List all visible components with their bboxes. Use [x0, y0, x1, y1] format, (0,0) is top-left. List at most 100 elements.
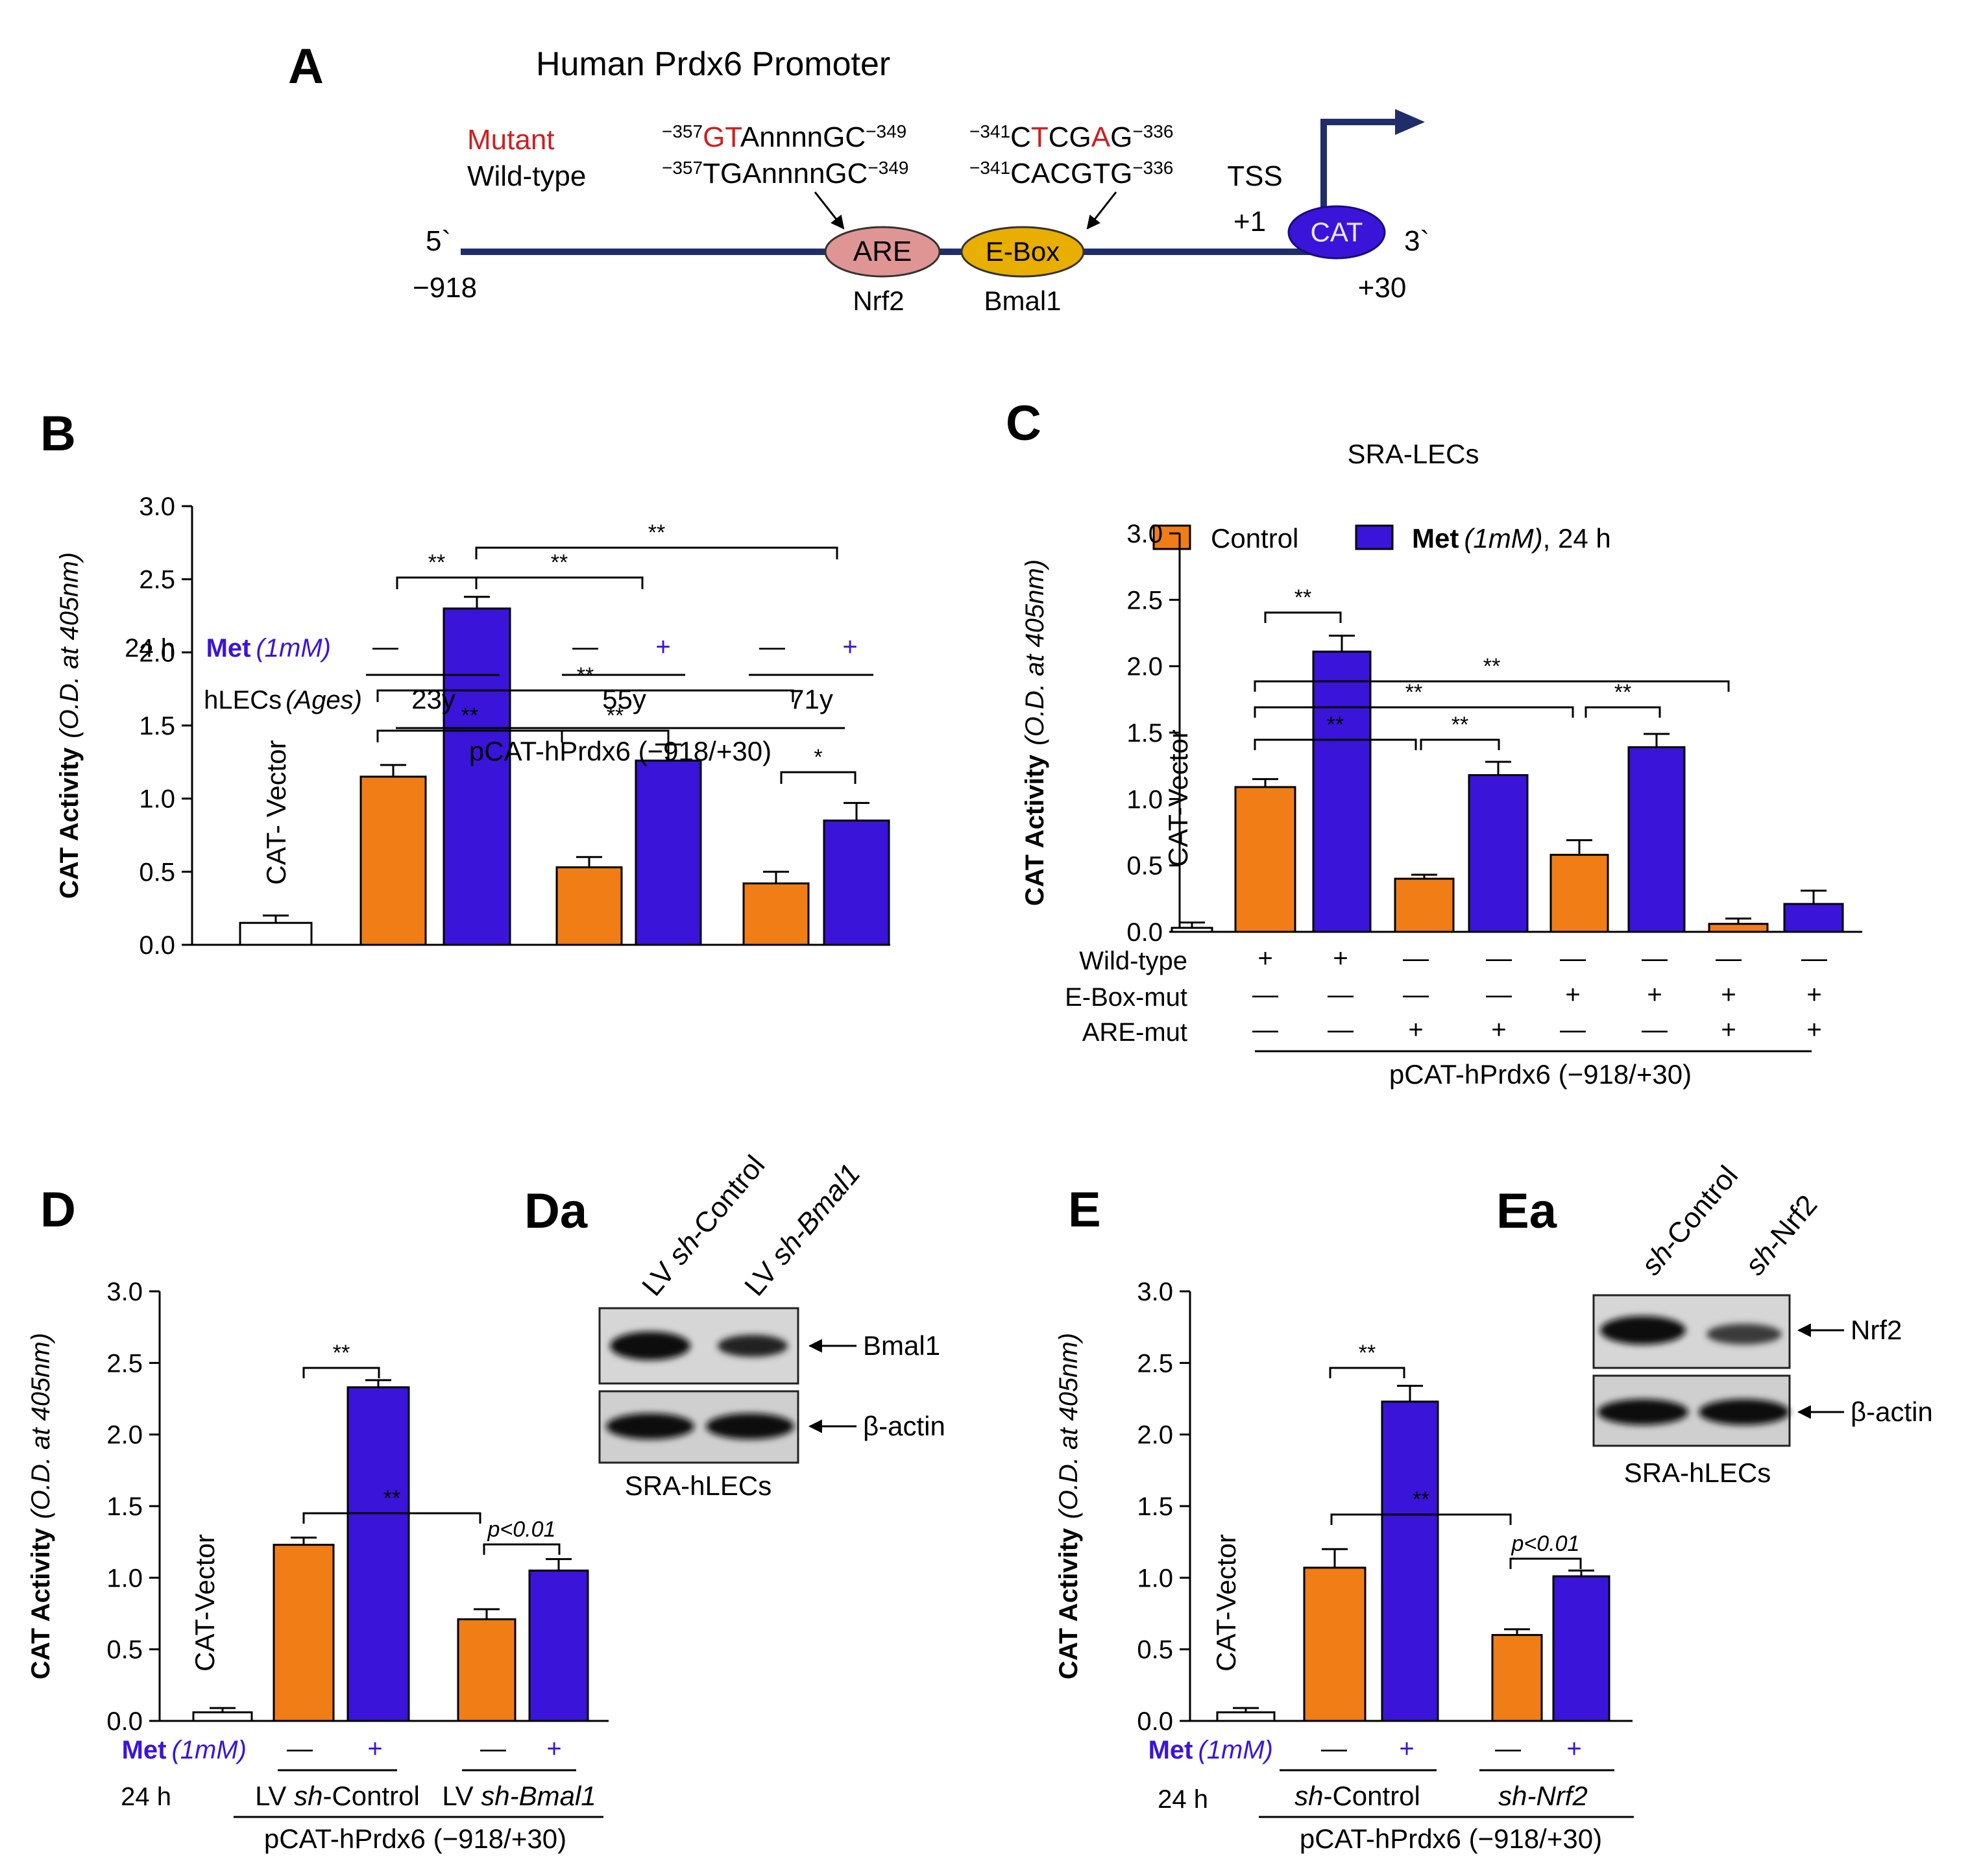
c-sig-bracket [1420, 738, 1500, 750]
are-pointer-arrow [814, 191, 845, 230]
five-prime-label: 5` [426, 225, 451, 257]
d-minus-2: — [480, 1735, 506, 1763]
panel-d: D 0.0 0.5 1.0 1.5 2.0 2.5 3.0 CAT Activity(O.D.… [27, 1182, 609, 1854]
da-actin-band-1 [606, 1413, 694, 1439]
c-bar-vector [1171, 927, 1213, 933]
d-vector-label: CAT-Vector [189, 1534, 220, 1672]
da-bmal1-band-1 [610, 1332, 690, 1360]
b-minus-2: — [572, 633, 598, 661]
e-y-axis-label: CAT Activity(O.D. at 405nm) [1054, 1333, 1083, 1679]
panel-c: C SRA-LECs Control Met (1mM), 24 h 0.0 0.5… [1006, 396, 1862, 1090]
b-sig-bracket [396, 576, 478, 589]
b-sig-bracket [475, 576, 644, 589]
are-label: ARE [853, 236, 912, 267]
c-sig-label: ** [1405, 680, 1422, 705]
c-title: SRA-LECs [1347, 439, 1479, 469]
panel-e-letter: E [1068, 1182, 1101, 1237]
c-sig-label: ** [1452, 713, 1468, 737]
b-minus-3: — [759, 633, 785, 661]
panel-c-letter: C [1006, 396, 1041, 451]
blot-ea: Ea sh-Control sh-Nrf2 Nrf2 β-actin SRA-h… [1496, 1160, 1933, 1488]
d-sig-label: p<0.01 [487, 1517, 556, 1542]
c-mark: — [1252, 1016, 1278, 1044]
c-mark: + [1647, 981, 1662, 1009]
c-mark: — [1328, 1016, 1354, 1044]
c-sig-label: ** [1294, 585, 1311, 610]
e-sig-bracket [1509, 1557, 1582, 1569]
chart-d: 0.0 0.5 1.0 1.5 2.0 2.5 3.0 CAT Activity(O.D. a… [27, 1278, 609, 1736]
b-y-tick-label: 0.5 [139, 858, 175, 886]
b-y-tick-label: 1.5 [139, 712, 175, 740]
ea-nrf2-band-2 [1707, 1324, 1782, 1345]
c-legend-met: Met (1mM), 24 h [1412, 523, 1611, 554]
b-row-24h: 24 h [125, 634, 175, 663]
b-bar-met [635, 759, 702, 946]
e-bar-met [1552, 1575, 1610, 1722]
c-mark: — [1642, 944, 1668, 973]
panel-d-letter: D [40, 1182, 76, 1237]
c-bar-control [1394, 877, 1455, 933]
c-sig-bracket [1264, 611, 1342, 623]
b-bar-met [823, 819, 890, 946]
panel-a-letter: A [288, 39, 324, 94]
c-row-are: ARE-mut [1082, 1018, 1187, 1047]
e-y-tick-label: 0.5 [1137, 1636, 1173, 1664]
b-plus-1: + [470, 633, 485, 661]
b-sig-label: ** [461, 703, 478, 728]
e-sig-label: ** [1359, 1341, 1376, 1365]
chart-b: 0.0 0.5 1.0 1.5 2.0 2.5 3.0 CAT Activity(O.D. a… [55, 493, 890, 960]
e-sig-label: ** [1413, 1487, 1429, 1512]
start-position: −918 [413, 272, 477, 304]
blot-ea-letter: Ea [1496, 1184, 1557, 1239]
da-bmal1-band-2 [718, 1335, 788, 1357]
c-mark: — [1486, 944, 1512, 973]
c-mark: — [1560, 944, 1586, 973]
da-actin-band-2 [706, 1413, 794, 1439]
c-legend-control: Control [1211, 523, 1298, 554]
e-sig-label: p<0.01 [1511, 1531, 1580, 1556]
d-y-tick-label: 2.5 [106, 1349, 143, 1378]
b-y-tick-label: 2.5 [139, 566, 175, 594]
c-mark: — [1486, 981, 1512, 1009]
e-y-tick-label: 3.0 [1137, 1278, 1173, 1306]
b-sig-label: ** [607, 703, 624, 728]
d-group-shbmal1: LV sh-Bmal1 [442, 1781, 596, 1811]
e-bar-control [1491, 1634, 1543, 1722]
e-plus-1: + [1399, 1735, 1414, 1763]
e-y-tick-label: 1.0 [1137, 1564, 1173, 1592]
chart-c: 0.0 0.5 1.0 1.5 2.0 2.5 3.0 CAT Activity(O.D. a… [1021, 520, 1862, 947]
mutant-label: Mutant [467, 124, 555, 156]
e-plus-2: + [1566, 1735, 1581, 1763]
b-sig-bracket [475, 546, 838, 559]
c-mark: + [1721, 981, 1736, 1009]
chart-e: 0.0 0.5 1.0 1.5 2.0 2.5 3.0 CAT Activity(O.D. a… [1054, 1278, 1633, 1736]
b-sig-label: ** [428, 550, 445, 575]
c-mark: — [1801, 944, 1827, 973]
c-bar-control [1234, 786, 1296, 933]
c-y-tick-label: 1.5 [1126, 719, 1163, 748]
b-y-axis-label: CAT Activity(O.D. at 405nm) [55, 552, 84, 899]
b-bar-vector [239, 921, 313, 946]
c-sig-label: ** [1483, 654, 1500, 679]
c-mark: + [1565, 981, 1580, 1009]
ea-band2-label: β-actin [1851, 1396, 1933, 1427]
b-bar-control [742, 882, 810, 946]
e-y-tick-label: 2.0 [1137, 1421, 1173, 1450]
e-y-tick-label: 2.5 [1137, 1349, 1173, 1378]
c-mark: + [1491, 1016, 1506, 1044]
plus-one-label: +1 [1233, 206, 1266, 238]
b-met-label: Met (1mM) [206, 634, 331, 663]
c-bar-control [1549, 853, 1609, 933]
ebox-label: E-Box [986, 236, 1060, 267]
b-ages-label: hLECs (Ages) [204, 686, 362, 714]
d-group-shcontrol: LV sh-Control [255, 1781, 420, 1811]
ea-lane2-label: sh-Nrf2 [1739, 1189, 1823, 1281]
cat-reporter [1287, 205, 1386, 260]
ea-actin-band-1 [1597, 1399, 1688, 1425]
b-bar-met [443, 607, 511, 946]
tss-arrow [1320, 119, 1402, 228]
d-y-tick-label: 0.5 [106, 1636, 143, 1664]
c-vector-label: CAT-Vector [1163, 729, 1193, 867]
ea-lane1-label: sh-Control [1635, 1160, 1744, 1281]
